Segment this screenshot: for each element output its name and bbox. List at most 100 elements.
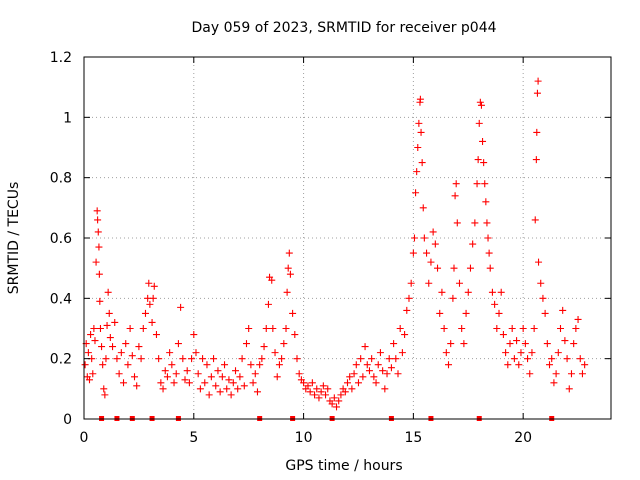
data-point (533, 128, 541, 136)
data-point (390, 340, 398, 348)
data-point (90, 325, 98, 332)
y-tick-label: 1 (63, 110, 72, 126)
data-point (348, 385, 356, 393)
data-point (531, 216, 539, 224)
data-point (546, 361, 554, 369)
data-point (471, 219, 479, 227)
data-point (131, 373, 139, 381)
data-point (491, 300, 499, 308)
data-point (445, 361, 453, 369)
data-point (115, 370, 123, 378)
data-point (124, 361, 132, 369)
data-point (341, 388, 349, 396)
data-point (234, 385, 242, 393)
data-point (383, 370, 391, 378)
data-point (286, 270, 294, 278)
data-point (376, 349, 384, 357)
data-point (567, 370, 575, 378)
data-point (157, 379, 165, 387)
data-point (218, 373, 226, 381)
data-point (479, 137, 487, 145)
data-point (133, 382, 141, 390)
data-point (363, 361, 371, 369)
data-point (247, 361, 255, 369)
x-tick-label: 5 (189, 430, 198, 446)
data-point (436, 309, 444, 317)
data-point (344, 379, 351, 387)
data-point (168, 361, 176, 369)
data-point (91, 337, 99, 345)
data-point (95, 270, 103, 278)
data-point (126, 325, 134, 332)
data-point (128, 352, 136, 360)
data-point (464, 288, 472, 296)
data-point (89, 370, 97, 378)
data-point (203, 361, 211, 369)
data-point (561, 337, 569, 345)
data-point (415, 119, 423, 127)
x-tick-label: 15 (404, 430, 422, 446)
data-point (152, 331, 160, 339)
data-point (420, 234, 428, 242)
data-point (269, 325, 277, 332)
data-point (431, 240, 439, 248)
data-point (453, 219, 461, 227)
data-point (227, 391, 235, 399)
data-point (419, 204, 427, 212)
data-point (481, 180, 489, 188)
data-point (554, 349, 562, 357)
data-point (221, 361, 229, 369)
data-point (469, 240, 477, 248)
data-point (556, 325, 564, 332)
data-point (473, 180, 481, 188)
data-point (177, 303, 185, 311)
data-point (578, 370, 586, 378)
data-point (96, 325, 104, 332)
data-point (149, 294, 157, 302)
data-point (179, 355, 187, 363)
data-point (85, 376, 93, 384)
data-point (504, 361, 512, 369)
data-point (333, 403, 341, 411)
data-point (370, 373, 378, 381)
data-point (183, 367, 191, 375)
data-point (205, 391, 213, 399)
data-point (170, 379, 178, 387)
data-point (81, 361, 89, 369)
data-point (460, 340, 468, 348)
data-point (240, 382, 248, 390)
grid (84, 57, 611, 419)
data-point (99, 361, 107, 369)
data-point (438, 288, 446, 296)
data-point (407, 279, 415, 287)
data-point (352, 361, 360, 369)
data-point (455, 279, 463, 287)
data-point (570, 340, 578, 348)
data-point (515, 361, 523, 369)
data-point (537, 279, 545, 287)
data-point (181, 376, 189, 384)
data-point (482, 198, 490, 206)
data-point (285, 249, 293, 257)
data-point (192, 349, 200, 357)
data-point (313, 385, 321, 393)
data-point (488, 288, 496, 296)
data-point (137, 355, 145, 363)
x-axis-label: GPS time / hours (285, 458, 402, 474)
data-point (381, 385, 389, 393)
data-point (319, 382, 327, 390)
data-point (535, 258, 543, 266)
data-point (458, 325, 466, 332)
data-point (155, 355, 163, 363)
data-point (574, 315, 582, 323)
data-point (521, 340, 529, 348)
data-point (109, 343, 117, 351)
data-point (499, 331, 507, 339)
data-point (275, 361, 283, 369)
data-point (394, 370, 402, 378)
data-point (145, 279, 153, 287)
data-point (357, 355, 365, 363)
data-point (475, 119, 483, 127)
y-tick-label: 0 (63, 412, 72, 428)
